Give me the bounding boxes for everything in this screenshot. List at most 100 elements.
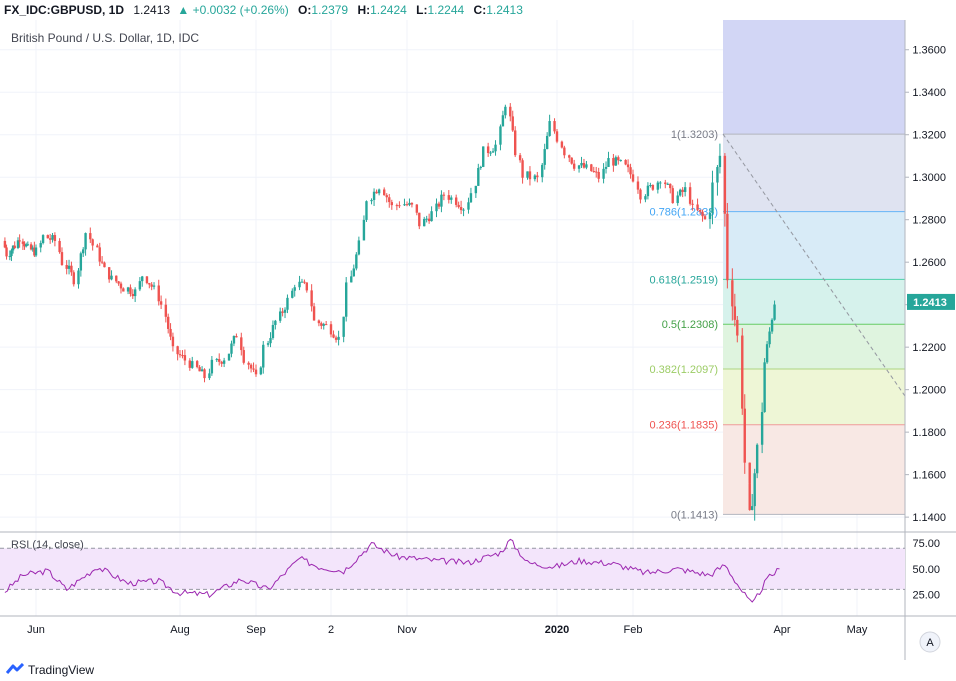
candle <box>191 356 194 369</box>
candle <box>479 165 482 170</box>
candle <box>96 243 99 248</box>
candle-body <box>408 202 411 205</box>
candle-body <box>631 174 635 182</box>
candle-body <box>570 157 573 164</box>
rsi-band <box>0 548 905 590</box>
candle-body <box>171 336 175 347</box>
candle-body <box>474 185 478 194</box>
open-label: O: <box>298 3 312 17</box>
candle-body <box>119 283 123 289</box>
rsi-pane[interactable]: RSI (14, close) 75.00 50.00 25.00 <box>0 538 940 603</box>
candle-body <box>395 205 399 207</box>
candle <box>607 151 610 168</box>
candle <box>26 241 30 246</box>
candle-body <box>181 355 184 357</box>
candle-body <box>291 290 294 298</box>
candle-body <box>232 336 236 344</box>
tradingview-brand[interactable]: TradingView <box>28 663 95 677</box>
fibonacci-retracement[interactable]: 1(1.3203) 0.786(1.2838) 0.618(1.2519) 0.5(1… <box>650 20 906 521</box>
candle-body <box>375 191 378 194</box>
candle <box>398 201 401 209</box>
candle <box>352 264 355 277</box>
price-tick-label: 1.3600 <box>912 45 946 57</box>
candle-body <box>29 244 33 250</box>
candle <box>765 341 769 364</box>
candle-body <box>626 164 630 168</box>
candle <box>39 240 42 253</box>
candle <box>427 213 431 224</box>
chart-area[interactable]: 1(1.3203) 0.786(1.2838) 0.618(1.2519) 0.5(1… <box>0 20 956 660</box>
candle-body <box>731 280 734 307</box>
fib-level-label: 0.786(1.2838) <box>650 207 719 219</box>
candle <box>181 350 184 359</box>
candle-body <box>457 204 460 208</box>
auto-scale-button[interactable]: A <box>919 631 941 653</box>
candle-body <box>708 212 712 219</box>
candle <box>597 167 600 183</box>
candle <box>582 158 586 169</box>
candle-body <box>459 207 463 211</box>
candle <box>467 197 470 214</box>
candle-body <box>286 297 289 310</box>
candle-body <box>222 360 226 364</box>
price-axis[interactable]: 1.3600 1.3400 1.3200 1.3000 1.2800 1.2600 1.24… <box>0 20 956 660</box>
time-axis[interactable]: Jun Aug Sep 2 Nov 2020 Feb Apr May <box>27 624 868 636</box>
candle <box>18 234 21 248</box>
candle-body <box>215 359 218 361</box>
candle <box>16 237 20 250</box>
candle <box>324 320 328 326</box>
candle <box>773 300 776 321</box>
candle <box>210 356 214 376</box>
candle-body <box>23 243 26 247</box>
candle-body <box>748 462 751 484</box>
candle-body <box>337 336 340 340</box>
candle <box>218 353 221 366</box>
price-candles <box>3 103 776 521</box>
candle-body <box>770 319 774 332</box>
candle <box>262 341 265 374</box>
candle-body <box>548 121 551 136</box>
candle <box>8 250 12 261</box>
candle <box>320 321 323 330</box>
candle-body <box>117 281 120 284</box>
candle <box>230 340 233 358</box>
candle <box>138 277 142 292</box>
rsi-line <box>4 538 780 603</box>
candle-body <box>418 212 421 227</box>
fib-extension-zone <box>723 20 905 135</box>
candle <box>755 443 759 479</box>
candle <box>198 365 201 372</box>
candle-body <box>604 166 608 169</box>
candle <box>716 164 719 196</box>
candle <box>656 180 660 194</box>
candle <box>195 360 199 369</box>
candle-body <box>67 265 71 269</box>
candle <box>494 140 497 156</box>
candle-body <box>447 195 451 200</box>
candle <box>570 157 573 165</box>
fib-level-label: 0.618(1.2519) <box>650 274 719 286</box>
price-tick-label: 1.3000 <box>912 172 946 184</box>
candle-body <box>563 147 566 156</box>
candle <box>701 209 704 222</box>
candle <box>375 189 378 194</box>
candle <box>691 199 694 211</box>
candle <box>474 185 478 198</box>
candle <box>614 155 618 166</box>
candle <box>568 154 571 163</box>
candle <box>5 244 8 260</box>
candle-body <box>580 162 583 166</box>
candle-body <box>528 171 532 180</box>
candle <box>629 163 632 179</box>
candle <box>126 286 130 295</box>
candle-body <box>491 151 495 153</box>
symbol-title[interactable]: FX_IDC:GBPUSD, 1D <box>4 3 125 17</box>
candle-body <box>536 175 539 178</box>
candle <box>696 198 699 212</box>
candle <box>322 322 325 330</box>
candle <box>733 293 737 327</box>
candle <box>731 268 734 321</box>
candle <box>98 242 101 267</box>
candle-body <box>533 175 537 180</box>
candle-body <box>629 167 632 175</box>
